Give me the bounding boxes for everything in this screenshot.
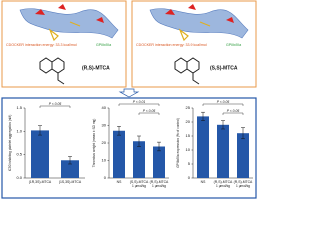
- y-tick-label: 1.0: [16, 128, 22, 133]
- y-tick-label: 15: [186, 133, 191, 138]
- significance-label: P < 0.05: [143, 109, 156, 113]
- significance-label: P < 0.01: [133, 100, 146, 104]
- error-bar: [117, 126, 121, 136]
- x-tick-label: (1S,3S)-MTCA: [59, 180, 82, 184]
- bar: [197, 116, 209, 178]
- energy-label: CDOCKER interaction energy: 33.9 kcal/mo…: [136, 43, 207, 47]
- significance-label: P < 0.05: [227, 109, 240, 113]
- error-bar: [241, 127, 245, 140]
- error-bar: [201, 111, 205, 121]
- y-tick-label: 30: [102, 123, 107, 128]
- ligand-label: (S,S)-MTCA: [210, 65, 238, 71]
- ligand-right: [174, 57, 200, 85]
- y-tick-label: 0.5: [16, 152, 22, 157]
- x-tick-label: (1R,3S)-MTCA: [29, 180, 52, 184]
- significance-label: P < 0.05: [217, 100, 230, 104]
- y-tick-label: 0: [188, 175, 191, 180]
- bar: [217, 124, 229, 178]
- y-tick-label: 20: [102, 140, 107, 145]
- bar: [113, 130, 125, 178]
- protein-right: [149, 4, 249, 42]
- x-tick-note: 1 μmol/kg: [132, 184, 146, 188]
- error-bar: [157, 141, 161, 152]
- y-axis-label: IC50 inhibiting platelet aggregation (nM…: [8, 115, 12, 172]
- protein-label: GPIIb/IIIa: [96, 43, 111, 47]
- y-tick-label: 10: [102, 158, 107, 163]
- x-tick-note: 1 μmol/kg: [216, 184, 230, 188]
- bar: [61, 160, 79, 178]
- x-tick-label: NS: [117, 180, 122, 184]
- x-tick-note: 1 μmol/kg: [152, 184, 166, 188]
- y-tick-label: 5: [188, 161, 191, 166]
- y-tick-label: 10: [186, 147, 191, 152]
- x-tick-label: (R,S)-MTCA: [234, 180, 253, 184]
- significance-bracket: [202, 103, 244, 106]
- significance-label: P < 0.05: [49, 102, 62, 106]
- significance-bracket: [39, 105, 71, 108]
- significance-bracket: [222, 112, 244, 115]
- bar: [133, 141, 145, 178]
- x-tick-note: 1 μmol/kg: [236, 184, 250, 188]
- bar: [153, 146, 165, 178]
- y-axis-label: GPIIb/IIIa expression (% of control): [176, 118, 180, 168]
- x-tick-label: NS: [201, 180, 206, 184]
- figure: CDOCKER interaction energy: 33.3 kcal/mo…: [1, 0, 257, 199]
- x-tick-label: (S,S)-MTCA: [130, 180, 149, 184]
- arrow: [118, 88, 140, 98]
- protein-label: GPIIb/IIIa: [226, 43, 241, 47]
- ligand-left: [39, 57, 65, 85]
- bar: [31, 130, 49, 178]
- y-tick-label: 25: [186, 105, 191, 110]
- significance-bracket: [118, 103, 160, 106]
- ligand-label: (R,S)-MTCA: [82, 65, 110, 71]
- y-tick-label: 40: [102, 105, 107, 110]
- energy-label: CDOCKER interaction energy: 33.3 kcal/mo…: [6, 43, 77, 47]
- error-bar: [137, 135, 141, 147]
- y-tick-label: 0.0: [16, 175, 22, 180]
- protein-left: [19, 4, 119, 42]
- error-bar: [221, 120, 225, 130]
- y-tick-label: 1.5: [16, 105, 22, 110]
- error-bar: [38, 125, 42, 136]
- y-tick-label: 20: [186, 119, 191, 124]
- y-tick-label: 0: [104, 175, 107, 180]
- x-tick-label: (R,S)-MTCA: [214, 180, 233, 184]
- error-bar: [68, 156, 72, 165]
- bar: [237, 133, 249, 178]
- x-tick-label: (R,S)-MTCA: [150, 180, 169, 184]
- y-axis-label: Thrombus weight (mean ± SD mg): [92, 119, 96, 168]
- significance-bracket: [138, 112, 160, 115]
